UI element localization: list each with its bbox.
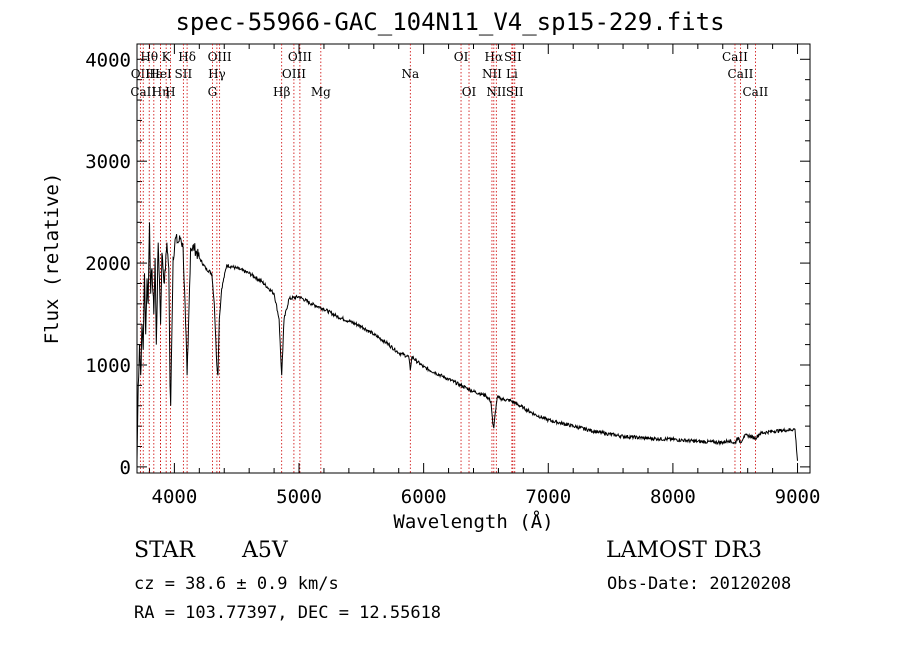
- y-tick-label: 3000: [85, 151, 131, 173]
- line-label: NII: [482, 67, 502, 81]
- line-label: Hβ: [273, 85, 290, 99]
- line-label: K: [162, 50, 172, 64]
- line-label: G: [208, 85, 218, 99]
- line-label: SII: [506, 85, 524, 99]
- line-label: Hγ: [208, 67, 226, 81]
- line-label: OIII: [208, 50, 232, 64]
- line-label: Li: [506, 67, 518, 81]
- y-axis-label: Flux (relative): [41, 173, 63, 345]
- line-label: CaII: [742, 85, 768, 99]
- spectral-class: A5V: [242, 538, 288, 563]
- line-label: OI: [462, 85, 477, 99]
- x-tick-label: 5000: [276, 486, 322, 508]
- line-label: OI: [454, 50, 469, 64]
- line-label: HeI: [149, 67, 172, 81]
- line-label: CaII: [130, 85, 156, 99]
- line-label: H: [165, 85, 175, 99]
- plot-frame: [136, 43, 811, 474]
- x-tick-label: 7000: [525, 486, 571, 508]
- spectrum-line: [136, 222, 798, 462]
- x-tick-label: 9000: [775, 486, 821, 508]
- y-tick-label: 1000: [85, 355, 131, 377]
- line-label: OIII: [282, 67, 306, 81]
- line-label: Hα: [485, 50, 504, 64]
- line-label: CaII: [728, 67, 754, 81]
- line-label: NII: [486, 85, 506, 99]
- x-axis-label: Wavelength (Å): [393, 510, 553, 533]
- line-label: CaII: [722, 50, 748, 64]
- y-tick-label: 4000: [85, 49, 131, 71]
- x-tick-label: 4000: [152, 486, 198, 508]
- x-tick-label: 8000: [650, 486, 696, 508]
- line-label: Hε: [145, 67, 162, 81]
- redshift-text: cz = 38.6 ± 0.9 km/s: [134, 574, 339, 594]
- y-tick-label: 0: [120, 457, 131, 479]
- line-label: Mg: [311, 85, 331, 99]
- chart-title: spec-55966-GAC_104N11_V4_sp15-229.fits: [175, 8, 725, 36]
- x-tick-label: 6000: [401, 486, 447, 508]
- object-type: STAR: [134, 538, 195, 563]
- y-tick-label: 2000: [85, 253, 131, 275]
- obs-date: Obs-Date: 20120208: [607, 574, 792, 594]
- survey-name: LAMOST DR3: [606, 538, 762, 563]
- line-label: SII: [504, 50, 522, 64]
- line-label: OIII: [288, 50, 312, 64]
- coordinates: RA = 103.77397, DEC = 12.55618: [134, 603, 442, 623]
- line-label: Hη: [152, 85, 170, 99]
- line-label: SII: [175, 67, 193, 81]
- line-label: Hδ: [178, 50, 196, 64]
- line-label: Hθ: [140, 50, 158, 64]
- line-label: OII: [131, 67, 151, 81]
- line-label: Na: [401, 67, 419, 81]
